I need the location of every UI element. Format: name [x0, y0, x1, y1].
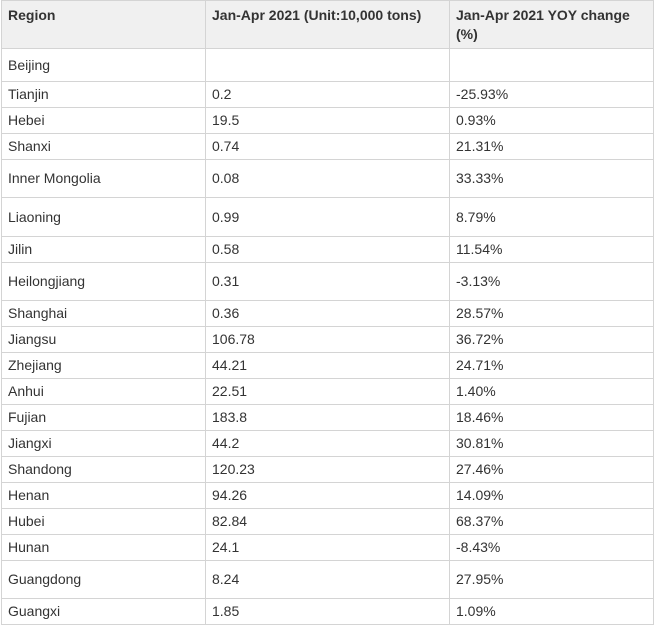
- table-cell: 22.51: [205, 378, 450, 405]
- table-cell: 106.78: [205, 326, 450, 353]
- header-row: Region Jan-Apr 2021 (Unit:10,000 tons) J…: [1, 0, 654, 49]
- table-cell: 94.26: [205, 482, 450, 509]
- table-cell: 24.71%: [449, 352, 654, 379]
- table-row: Guangdong 8.24 27.95%: [1, 560, 654, 599]
- table-row: Jiangxi 44.2 30.81%: [1, 430, 654, 457]
- table-row: Shandong 120.23 27.46%: [1, 456, 654, 483]
- table-cell: [205, 48, 450, 82]
- table-cell: -3.13%: [449, 262, 654, 301]
- table-row: Fujian 183.8 18.46%: [1, 404, 654, 431]
- table-cell: Hebei: [1, 107, 206, 134]
- table-cell: 44.2: [205, 430, 450, 457]
- table-cell: 44.21: [205, 352, 450, 379]
- table-cell: -25.93%: [449, 81, 654, 108]
- table-cell: 24.1: [205, 534, 450, 561]
- table-cell: 33.33%: [449, 159, 654, 198]
- table-row: Zhejiang 44.21 24.71%: [1, 352, 654, 379]
- table-cell: Hunan: [1, 534, 206, 561]
- table-cell: 8.24: [205, 560, 450, 599]
- table-cell: Zhejiang: [1, 352, 206, 379]
- table-cell: Guangdong: [1, 560, 206, 599]
- table-cell: 27.95%: [449, 560, 654, 599]
- table-cell: 14.09%: [449, 482, 654, 509]
- header-cell: Jan-Apr 2021 (Unit:10,000 tons): [205, 0, 450, 49]
- table-cell: -8.43%: [449, 534, 654, 561]
- table-row: Inner Mongolia 0.08 33.33%: [1, 159, 654, 198]
- table-row: Tianjin 0.2 -25.93%: [1, 81, 654, 108]
- table-cell: Henan: [1, 482, 206, 509]
- table-cell: [449, 48, 654, 82]
- table-cell: Jilin: [1, 236, 206, 263]
- table-cell: 0.36: [205, 300, 450, 327]
- table-cell: Beijing: [1, 48, 206, 82]
- table-cell: Shanxi: [1, 133, 206, 160]
- table-cell: 8.79%: [449, 197, 654, 237]
- table-row: Heilongjiang 0.31 -3.13%: [1, 262, 654, 301]
- table-cell: 0.93%: [449, 107, 654, 134]
- table-cell: 18.46%: [449, 404, 654, 431]
- table-row: Hubei 82.84 68.37%: [1, 508, 654, 535]
- table-row: Jilin 0.58 11.54%: [1, 236, 654, 263]
- table-cell: 11.54%: [449, 236, 654, 263]
- table-row: Liaoning 0.99 8.79%: [1, 197, 654, 237]
- table-cell: 0.08: [205, 159, 450, 198]
- table-cell: 0.2: [205, 81, 450, 108]
- table-cell: Shandong: [1, 456, 206, 483]
- table-cell: Jiangxi: [1, 430, 206, 457]
- table-row: Anhui 22.51 1.40%: [1, 378, 654, 405]
- table-cell: Anhui: [1, 378, 206, 405]
- table-cell: Liaoning: [1, 197, 206, 237]
- table-cell: 27.46%: [449, 456, 654, 483]
- table-cell: 0.99: [205, 197, 450, 237]
- table-row: Shanghai 0.36 28.57%: [1, 300, 654, 327]
- table-cell: 21.31%: [449, 133, 654, 160]
- table-cell: 68.37%: [449, 508, 654, 535]
- table-cell: Hubei: [1, 508, 206, 535]
- table-row: Jiangsu 106.78 36.72%: [1, 326, 654, 353]
- table-cell: 28.57%: [449, 300, 654, 327]
- table-cell: Tianjin: [1, 81, 206, 108]
- table-cell: Fujian: [1, 404, 206, 431]
- table-cell: 19.5: [205, 107, 450, 134]
- table-cell: 82.84: [205, 508, 450, 535]
- table-row: Beijing: [1, 48, 654, 82]
- header-cell: Region: [1, 0, 206, 49]
- table-cell: Guangxi: [1, 598, 206, 625]
- table-cell: Heilongjiang: [1, 262, 206, 301]
- table-cell: 120.23: [205, 456, 450, 483]
- table-cell: 1.85: [205, 598, 450, 625]
- table-row: Shanxi 0.74 21.31%: [1, 133, 654, 160]
- table-cell: Inner Mongolia: [1, 159, 206, 198]
- table-cell: 1.09%: [449, 598, 654, 625]
- table-cell: 1.40%: [449, 378, 654, 405]
- table-cell: 30.81%: [449, 430, 654, 457]
- table-row: Hebei 19.5 0.93%: [1, 107, 654, 134]
- header-cell: Jan-Apr 2021 YOY change (%): [449, 0, 654, 49]
- table-cell: Jiangsu: [1, 326, 206, 353]
- table-cell: Shanghai: [1, 300, 206, 327]
- table-row: Guangxi 1.85 1.09%: [1, 598, 654, 625]
- table-cell: 0.31: [205, 262, 450, 301]
- table-row: Henan 94.26 14.09%: [1, 482, 654, 509]
- table-cell: 183.8: [205, 404, 450, 431]
- table-row: Hunan 24.1 -8.43%: [1, 534, 654, 561]
- table-body: Beijing Tianjin 0.2 -25.93% Hebei 19.5 0.93% Sh…: [1, 48, 654, 625]
- table-cell: 0.74: [205, 133, 450, 160]
- table-cell: 36.72%: [449, 326, 654, 353]
- table-cell: 0.58: [205, 236, 450, 263]
